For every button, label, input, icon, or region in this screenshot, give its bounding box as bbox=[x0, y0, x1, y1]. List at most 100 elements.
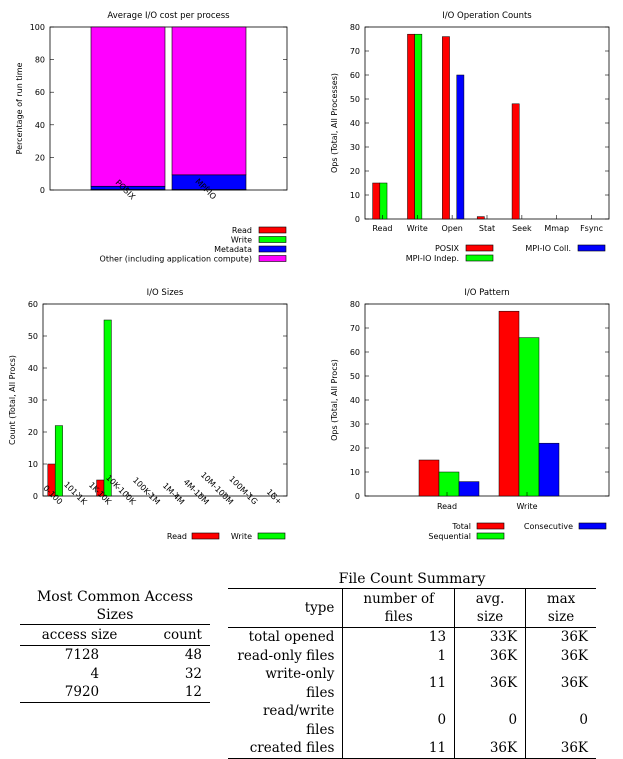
y-axis-label: Count (Total, All Procs) bbox=[8, 355, 17, 445]
legend-label: Total bbox=[451, 522, 471, 531]
access-sizes-table: access size count 7128 48 4 32 7920 12 bbox=[20, 624, 210, 703]
bar bbox=[539, 443, 559, 496]
chart-title: I/O Operation Counts bbox=[442, 11, 532, 21]
table-cell: 36K bbox=[526, 665, 596, 702]
table-cell: 36K bbox=[455, 739, 526, 758]
table-header-row: access size count bbox=[20, 625, 210, 646]
legend-label: Read bbox=[167, 532, 187, 541]
bar bbox=[439, 472, 459, 496]
file-count-caption: File Count Summary bbox=[228, 570, 596, 588]
legend-label: Metadata bbox=[214, 245, 252, 254]
legend-swatch bbox=[259, 237, 286, 243]
table-cell: read-only files bbox=[228, 647, 343, 666]
table-cell: read/write files bbox=[228, 702, 343, 739]
column-header: max size bbox=[526, 589, 596, 628]
y-tick-label: 50 bbox=[350, 372, 360, 381]
y-tick-label: 40 bbox=[350, 396, 360, 405]
table-cell: 13 bbox=[343, 628, 455, 647]
x-tick-label: Fsync bbox=[580, 224, 603, 233]
legend-label: Write bbox=[231, 236, 252, 245]
table-row: created files 11 36K 36K bbox=[228, 739, 596, 758]
legend-swatch bbox=[466, 255, 493, 261]
table-row: read-only files 1 36K 36K bbox=[228, 647, 596, 666]
legend-label: MPI-IO Indep. bbox=[406, 254, 459, 263]
table-cell: 7128 bbox=[20, 646, 139, 665]
table-row: write-only files 11 36K 36K bbox=[228, 665, 596, 702]
table-cell: 32 bbox=[139, 665, 210, 684]
legend-swatch bbox=[259, 256, 286, 262]
x-tick-label: Read bbox=[372, 224, 392, 233]
stacked-bar-segment bbox=[91, 27, 165, 186]
bar bbox=[459, 482, 479, 496]
x-tick-label: 1M-4M bbox=[161, 481, 186, 506]
y-tick-label: 80 bbox=[350, 300, 360, 309]
table-cell: 33K bbox=[455, 628, 526, 647]
bar bbox=[519, 338, 539, 496]
legend-swatch bbox=[579, 523, 606, 529]
table-cell: write-only files bbox=[228, 665, 343, 702]
y-axis-label: Ops (Total, All Processes) bbox=[330, 73, 339, 173]
chart-title: Average I/O cost per process bbox=[107, 11, 230, 21]
y-tick-label: 30 bbox=[28, 396, 38, 405]
table-header-row: type number of files avg. size max size bbox=[228, 589, 596, 628]
table-cell: 7920 bbox=[20, 683, 139, 702]
y-tick-label: 0 bbox=[355, 492, 360, 501]
y-tick-label: 20 bbox=[28, 428, 38, 437]
bar bbox=[104, 320, 111, 496]
y-tick-label: 60 bbox=[28, 300, 38, 309]
bar bbox=[442, 37, 449, 219]
y-tick-label: 0 bbox=[40, 186, 45, 195]
table-cell: 0 bbox=[343, 702, 455, 739]
table-cell: 48 bbox=[139, 646, 210, 665]
bar bbox=[477, 217, 484, 219]
y-tick-label: 80 bbox=[350, 23, 360, 32]
table-cell: 11 bbox=[343, 665, 455, 702]
table-cell: 36K bbox=[455, 665, 526, 702]
charts-canvas: Average I/O cost per process020406080100… bbox=[0, 0, 623, 560]
table-row: 7920 12 bbox=[20, 683, 210, 702]
table-cell: 36K bbox=[526, 647, 596, 666]
file-count-table-block: File Count Summary type number of files … bbox=[228, 570, 596, 759]
x-tick-label: Open bbox=[441, 224, 462, 233]
y-tick-label: 70 bbox=[350, 47, 360, 56]
legend-label: Write bbox=[231, 532, 252, 541]
y-tick-label: 50 bbox=[28, 332, 38, 341]
table-cell: 11 bbox=[343, 739, 455, 758]
file-count-table: type number of files avg. size max size … bbox=[228, 588, 596, 759]
legend-label: Read bbox=[232, 226, 252, 235]
y-tick-label: 50 bbox=[350, 95, 360, 104]
table-cell: created files bbox=[228, 739, 343, 758]
y-tick-label: 40 bbox=[350, 119, 360, 128]
legend-swatch bbox=[477, 533, 504, 539]
column-header: access size bbox=[20, 625, 139, 646]
y-tick-label: 70 bbox=[350, 324, 360, 333]
bar bbox=[419, 460, 439, 496]
x-tick-label: Stat bbox=[479, 224, 495, 233]
table-cell: 4 bbox=[20, 665, 139, 684]
bar bbox=[415, 34, 422, 219]
legend-swatch bbox=[466, 245, 493, 251]
legend-swatch bbox=[578, 245, 605, 251]
legend-label: Sequential bbox=[428, 532, 471, 541]
legend-label: Consecutive bbox=[524, 522, 573, 531]
y-tick-label: 100 bbox=[30, 23, 45, 32]
legend-swatch bbox=[259, 227, 286, 233]
y-tick-label: 60 bbox=[35, 88, 45, 97]
column-header: count bbox=[139, 625, 210, 646]
plot-frame bbox=[365, 27, 609, 219]
y-tick-label: 10 bbox=[28, 460, 38, 469]
access-sizes-table-block: Most Common Access Sizes access size cou… bbox=[20, 588, 210, 703]
table-cell: 36K bbox=[526, 628, 596, 647]
x-tick-label: Write bbox=[407, 224, 428, 233]
y-tick-label: 40 bbox=[35, 121, 45, 130]
y-tick-label: 60 bbox=[350, 348, 360, 357]
y-axis-label: Ops (Total, All Procs) bbox=[330, 359, 339, 441]
y-axis-label: Percentage of run time bbox=[15, 63, 24, 155]
legend-swatch bbox=[259, 246, 286, 252]
table-cell: 0 bbox=[526, 702, 596, 739]
chart-title: I/O Pattern bbox=[464, 288, 509, 298]
bar bbox=[457, 75, 464, 219]
legend-label: POSIX bbox=[435, 244, 460, 253]
bar bbox=[499, 311, 519, 496]
stacked-bar-segment bbox=[172, 27, 246, 175]
